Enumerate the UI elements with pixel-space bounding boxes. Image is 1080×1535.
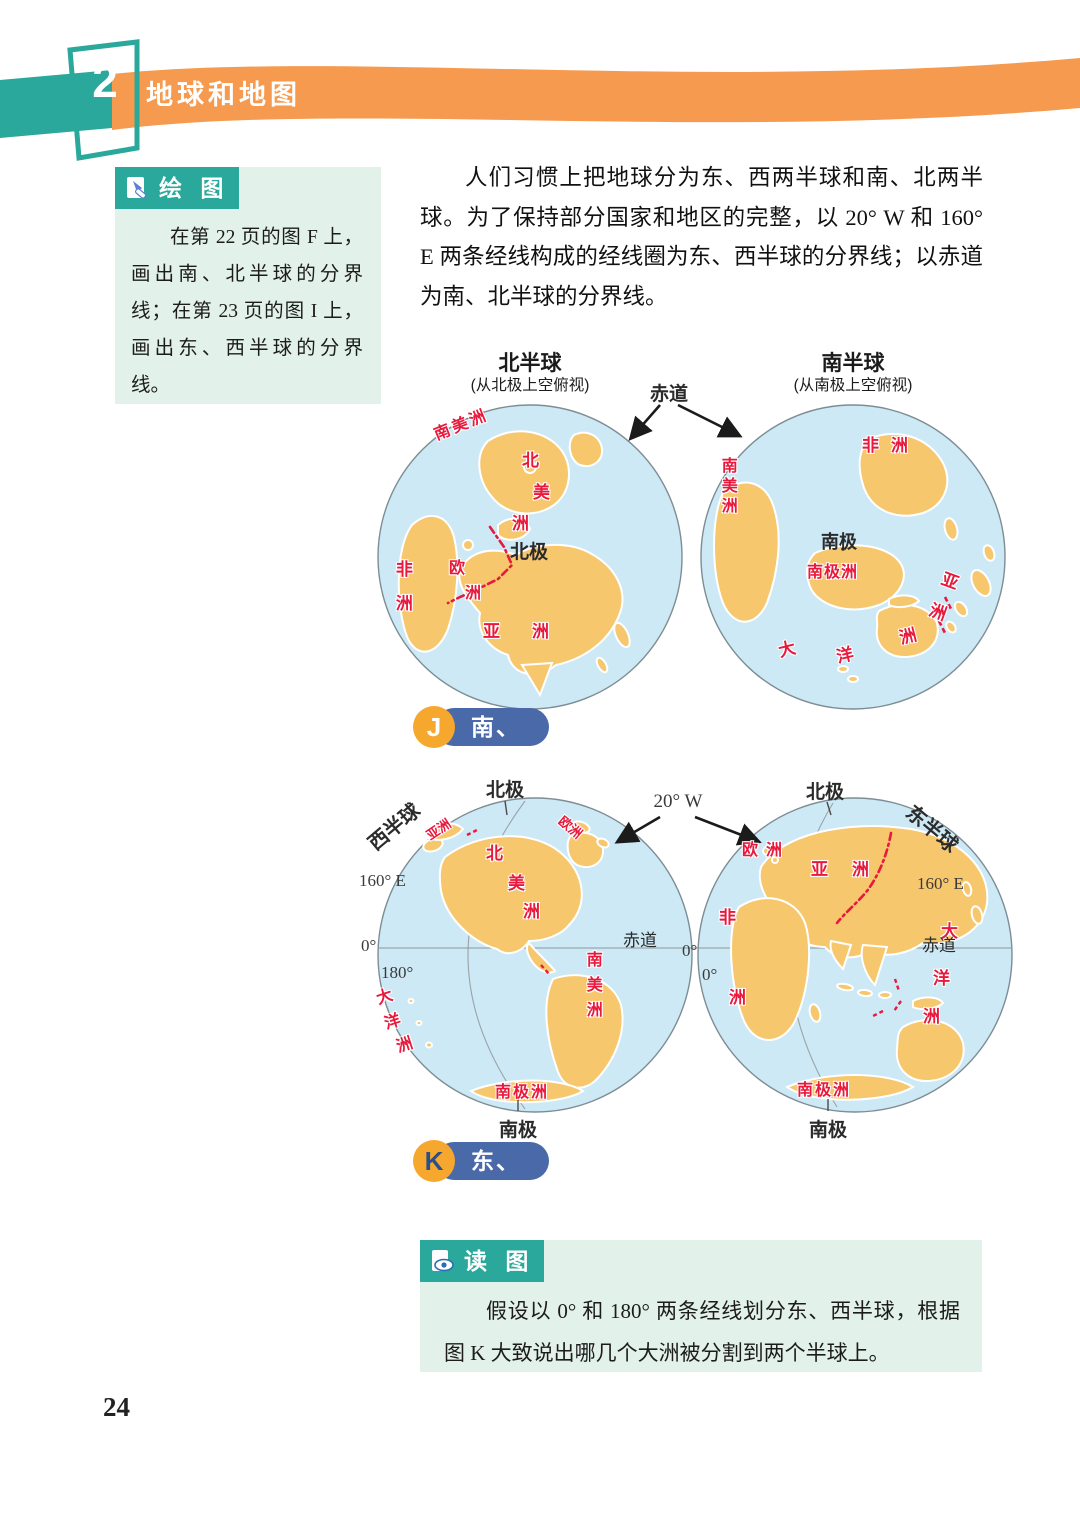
continent-label-africa: 非	[719, 908, 736, 927]
continent-label-south-america: 南美洲	[586, 952, 603, 1019]
continent-label-africa: 洲	[729, 988, 746, 1007]
header-teal-strip	[0, 70, 112, 138]
eye-icon	[432, 1250, 454, 1272]
continent-label-north-america: 美	[533, 483, 550, 502]
figure-k-arrows	[381, 800, 832, 1111]
continent-label-north-america: 洲	[512, 514, 529, 533]
header-banner	[0, 39, 1080, 161]
continent-label-north-america: 北	[522, 451, 539, 470]
pen-icon	[127, 177, 147, 199]
continent-label-south-america: 南美洲	[721, 458, 738, 515]
north-globe-subtitle: (从北极上空俯视)	[470, 377, 590, 394]
draw-box-title: 绘 图	[159, 174, 230, 201]
figure-j-arrows	[628, 403, 743, 441]
continent-label-antarctica: 南极洲	[807, 564, 859, 581]
continent-label-oceania: 洋	[933, 969, 950, 988]
chapter-title: 地球和地图	[146, 80, 301, 110]
south-hemisphere-globe	[700, 404, 1006, 710]
pole-label-north: 北极	[805, 782, 844, 803]
intro-paragraph: 人们习惯上把地球分为东、西两半球和南、北两半球。为了保持部分国家和地区的完整，以…	[420, 165, 983, 309]
figure-j: 北半球 (从北极上空俯视) 南半球 (从南极上空俯视) 赤道	[370, 345, 1010, 765]
lon-180-label: 180°	[381, 963, 414, 982]
figure-j-badge: J	[413, 706, 455, 748]
chapter-number: 2	[92, 55, 118, 107]
continent-label-north-america: 北	[486, 844, 503, 863]
eastern-hemisphere-globe	[697, 797, 1013, 1113]
pole-label-north: 北极	[485, 780, 524, 801]
read-box-title: 读 图	[464, 1247, 535, 1274]
equator-label: 赤道	[922, 936, 956, 955]
western-hemisphere-globe	[377, 797, 693, 1113]
continent-label-africa: 非洲	[862, 436, 920, 455]
pole-label-south: 南极	[821, 532, 857, 552]
continent-label-asia: 亚洲	[483, 622, 581, 641]
meridian-20w-label: 20° W	[653, 791, 703, 812]
read-box-body: 假设以 0° 和 180° 两条经线划分东、西半球，根据图 K 大致说出哪几个大…	[444, 1299, 960, 1365]
lat-0-label: 0°	[682, 941, 698, 960]
continent-label-north-america: 洲	[523, 902, 540, 921]
read-box-tab: 读 图	[420, 1240, 545, 1282]
page-number: 24	[103, 1392, 130, 1422]
figure-k: 20° W 北极 西半球 亚洲 欧洲 160° E 北 美 洲 0° 赤道 18…	[355, 775, 1035, 1175]
read-box: 假设以 0° 和 180° 两条经线划分东、西半球，根据图 K 大致说出哪几个大…	[420, 1240, 982, 1372]
continent-label-north-america: 美	[508, 874, 525, 893]
lon-0-label: 0°	[702, 965, 718, 984]
north-globe-title: 北半球	[498, 352, 562, 375]
figure-k-badge: K	[413, 1140, 455, 1182]
continent-label-europe: 洲	[465, 585, 482, 602]
continent-label-europe: 欧洲	[742, 842, 791, 859]
continent-label-asia: 亚洲	[811, 860, 893, 879]
lat-0-label: 0°	[361, 936, 377, 955]
south-globe-title: 南半球	[821, 352, 885, 375]
continent-label-africa: 非洲	[395, 560, 413, 613]
north-hemisphere-globe	[377, 404, 683, 710]
lon-160e-label: 160° E	[359, 871, 406, 890]
draw-box-body: 在第 22 页的图 F 上，画出南、北半球的分界线；在第 23 页的图 I 上，…	[131, 227, 363, 396]
continent-label-oceania: 洲	[923, 1007, 940, 1026]
continent-label-europe: 欧	[449, 560, 466, 577]
equator-label: 赤道	[623, 931, 657, 950]
lon-160e-label: 160° E	[917, 874, 964, 893]
continent-label-oceania: 大	[941, 922, 958, 941]
pole-label-south: 南极	[498, 1120, 537, 1141]
equator-label: 赤道	[649, 384, 688, 405]
continent-label-antarctica: 南极洲	[495, 1084, 550, 1101]
pole-label-north: 北极	[510, 542, 549, 563]
header-orange-band	[112, 58, 1080, 130]
draw-box-tab: 绘 图	[115, 167, 240, 209]
south-globe-subtitle: (从南极上空俯视)	[793, 377, 913, 394]
pole-label-south: 南极	[808, 1120, 847, 1141]
continent-label-antarctica: 南极洲	[797, 1082, 852, 1099]
chapter-parallelogram	[67, 39, 140, 161]
